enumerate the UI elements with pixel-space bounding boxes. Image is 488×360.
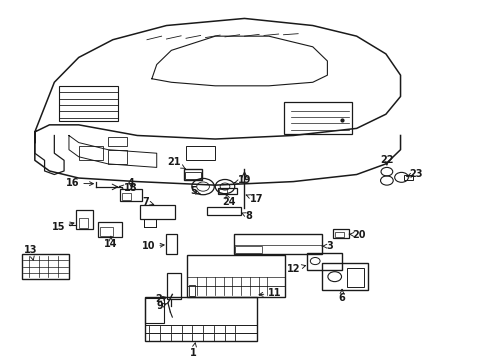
Bar (108, 137, 127, 146)
Bar (234, 246, 261, 253)
Text: 6: 6 (338, 289, 345, 303)
Bar (79, 146, 103, 160)
Text: 17: 17 (245, 194, 264, 204)
Bar (185, 146, 215, 160)
Text: 14: 14 (104, 236, 118, 249)
Bar (207, 207, 240, 215)
Bar (22, 254, 69, 279)
Bar (404, 175, 412, 180)
Bar (122, 193, 131, 200)
Text: 24: 24 (222, 194, 235, 207)
Bar (321, 263, 367, 290)
Bar (108, 150, 127, 164)
Bar (76, 210, 93, 229)
Text: 12: 12 (286, 264, 305, 274)
Text: 7: 7 (142, 197, 153, 207)
Bar (183, 169, 202, 180)
Bar (188, 285, 194, 296)
Bar (140, 204, 175, 219)
Text: 4: 4 (128, 178, 135, 188)
Bar (233, 234, 321, 254)
Bar (145, 298, 163, 324)
Bar (334, 231, 343, 237)
Text: 16: 16 (66, 178, 93, 188)
Text: 21: 21 (167, 157, 185, 168)
Text: 19: 19 (234, 175, 251, 185)
Bar (167, 273, 181, 299)
Bar (346, 268, 363, 287)
Bar (120, 189, 142, 201)
Text: 10: 10 (142, 241, 164, 251)
Text: 13: 13 (24, 246, 38, 260)
Bar (332, 229, 348, 238)
Text: 9: 9 (156, 301, 167, 311)
Bar (144, 297, 256, 341)
Text: 22: 22 (379, 155, 393, 165)
Text: 2: 2 (155, 294, 166, 304)
Text: 18: 18 (119, 183, 137, 193)
Bar (59, 86, 118, 121)
Bar (100, 227, 113, 235)
Text: 1: 1 (189, 343, 196, 357)
Text: 23: 23 (406, 169, 422, 179)
Text: 8: 8 (241, 211, 252, 221)
Text: 20: 20 (348, 230, 365, 240)
Bar (218, 189, 227, 193)
Text: 3: 3 (322, 241, 332, 251)
Bar (187, 255, 285, 297)
Text: 15: 15 (51, 222, 74, 232)
Text: 11: 11 (259, 288, 281, 298)
Bar (184, 172, 200, 179)
Bar (79, 218, 88, 228)
Bar (98, 222, 122, 237)
Bar (217, 188, 237, 194)
Bar (166, 234, 177, 254)
Bar (283, 103, 351, 134)
Text: 5: 5 (190, 186, 200, 197)
Bar (143, 219, 156, 227)
Bar (306, 252, 341, 270)
